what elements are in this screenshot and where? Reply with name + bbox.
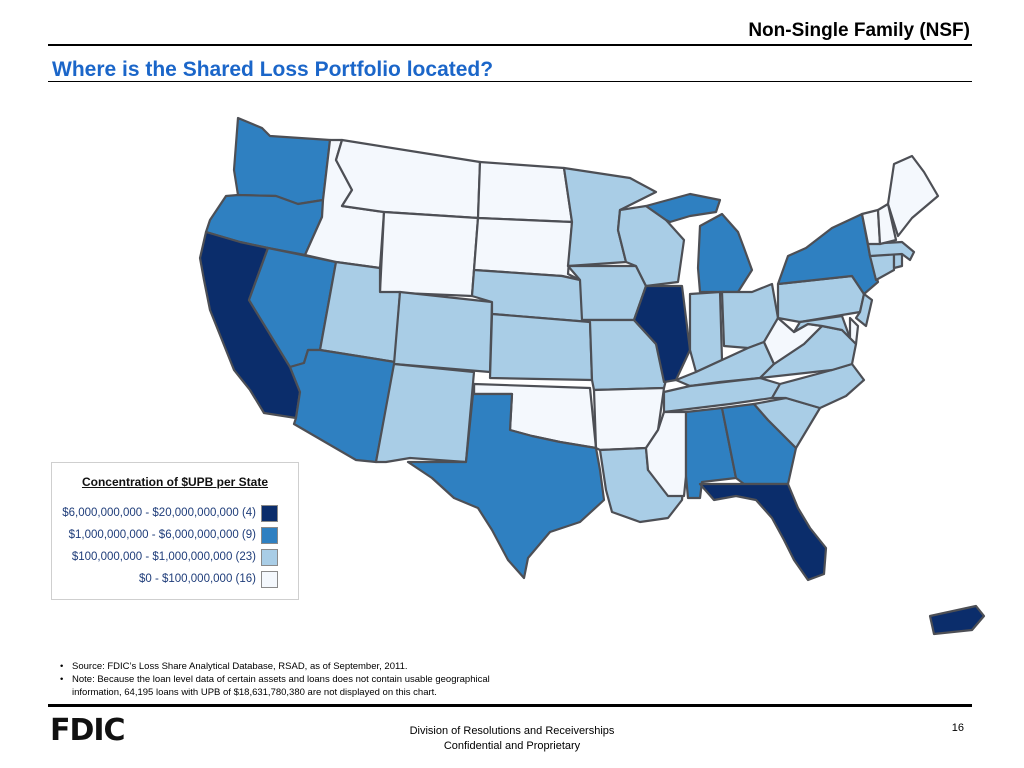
state-RI [892, 252, 904, 270]
state-MA [866, 240, 916, 262]
state-MT [334, 138, 482, 220]
state-NJ [854, 292, 874, 328]
state-MI-lower [696, 212, 754, 294]
state-IL [632, 284, 692, 384]
legend-item-label: $0 - $100,000,000 (16) [138, 573, 256, 585]
state-NH [876, 202, 898, 246]
state-KS [488, 312, 594, 382]
legend-item-label: $6,000,000,000 - $20,000,000,000 (4) [62, 507, 256, 519]
section-title: Non-Single Family (NSF) [748, 20, 970, 41]
footer-text: Division of Resolutions and Receivership… [380, 724, 644, 754]
state-NM [374, 362, 476, 464]
legend-title: Concentration of $UPB per State [81, 475, 269, 489]
legend-item: $1,000,000,000 - $6,000,000,000 (9) [52, 527, 278, 545]
header-rule [48, 44, 972, 46]
legend-item-label: $1,000,000,000 - $6,000,000,000 (9) [68, 529, 256, 541]
state-WY [378, 210, 480, 298]
state-FL [698, 482, 828, 582]
state-IN [688, 290, 724, 374]
page-title: Where is the Shared Loss Portfolio locat… [52, 58, 494, 81]
page-number: 16 [951, 722, 964, 734]
state-WA [232, 116, 332, 206]
state-ME [886, 154, 940, 238]
confidential-label: Confidential and Proprietary [443, 740, 581, 752]
data-note: Note: Because the loan level data of cer… [58, 673, 512, 699]
title-rule [48, 81, 972, 82]
fdic-logo: FDIC [50, 713, 126, 748]
legend-item: $6,000,000,000 - $20,000,000,000 (4) [52, 505, 278, 523]
footer-rule [48, 704, 972, 707]
legend-item-label: $100,000,000 - $1,000,000,000 (23) [71, 551, 256, 563]
state-PR [928, 604, 986, 636]
state-TX [406, 382, 606, 580]
state-MD [792, 314, 852, 340]
state-NC [770, 362, 866, 410]
division-label: Division of Resolutions and Receivership… [409, 725, 615, 737]
legend-swatch [261, 549, 278, 566]
state-MI [644, 192, 722, 224]
legend-swatch [261, 527, 278, 544]
legend-item: $100,000,000 - $1,000,000,000 (23) [52, 549, 278, 567]
map-legend: Concentration of $UPB per State $6,000,0… [51, 462, 299, 600]
source-note: Source: FDIC’s Loss Share Analytical Dat… [58, 660, 512, 673]
legend-swatch [261, 571, 278, 588]
state-DE [848, 316, 860, 346]
state-ND [476, 160, 574, 224]
legend-item: $0 - $100,000,000 (16) [52, 571, 278, 589]
state-CO [392, 290, 494, 374]
legend-swatch [261, 505, 278, 522]
footnotes: Source: FDIC’s Loss Share Analytical Dat… [58, 660, 512, 699]
